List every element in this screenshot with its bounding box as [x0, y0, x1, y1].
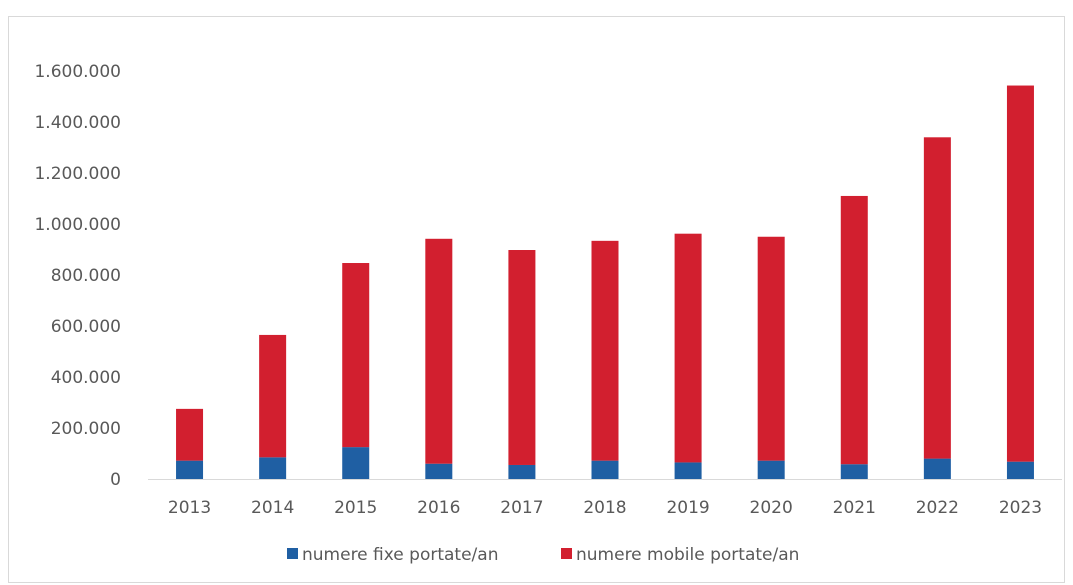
legend-label-mobile: numere mobile portate/an [576, 545, 799, 565]
y-tick-label: 1.600.000 [34, 62, 121, 82]
y-tick-label: 1.000.000 [34, 215, 121, 235]
y-tick-label: 400.000 [51, 368, 121, 388]
x-tick-label: 2016 [417, 498, 460, 518]
x-tick-label: 2023 [999, 498, 1042, 518]
bar-fixed-numbers [591, 460, 619, 479]
legend-swatch-fixed [287, 548, 298, 559]
x-tick-label: 2013 [168, 498, 211, 518]
x-axis-tick-labels: 2013 2014 2015 2016 2017 2018 2019 2020 2021 2022… [168, 498, 1042, 518]
x-tick-label: 2021 [833, 498, 876, 518]
bar-mobile-numbers [342, 263, 370, 448]
bar-fixed-numbers [674, 462, 702, 479]
bar-fixed-numbers [342, 447, 370, 479]
bar-fixed-numbers [757, 460, 785, 479]
bar-mobile-numbers [923, 137, 951, 459]
x-tick-label: 2022 [916, 498, 959, 518]
bar-mobile-numbers [425, 238, 453, 464]
legend: numere fixe portate/an numere mobile port… [287, 545, 799, 565]
x-tick-label: 2014 [251, 498, 294, 518]
bar-mobile-numbers [508, 250, 536, 465]
bar-fixed-numbers [840, 464, 868, 479]
y-tick-label: 200.000 [51, 419, 121, 439]
x-tick-label: 2019 [666, 498, 709, 518]
bars [176, 85, 1034, 479]
x-tick-label: 2018 [583, 498, 626, 518]
y-tick-label: 1.200.000 [34, 164, 121, 184]
bar-fixed-numbers [425, 463, 453, 479]
x-tick-label: 2017 [500, 498, 543, 518]
x-tick-label: 2015 [334, 498, 377, 518]
y-tick-label: 800.000 [51, 266, 121, 286]
legend-swatch-mobile [561, 548, 572, 559]
bar-mobile-numbers [591, 240, 619, 461]
bar-mobile-numbers [757, 236, 785, 461]
bar-fixed-numbers [508, 464, 536, 479]
bar-fixed-numbers [176, 460, 204, 479]
bar-mobile-numbers [1006, 85, 1034, 462]
bar-fixed-numbers [259, 457, 287, 479]
y-tick-label: 600.000 [51, 317, 121, 337]
bar-mobile-numbers [259, 334, 287, 458]
y-tick-label: 0 [110, 470, 121, 490]
chart-frame [8, 16, 1065, 583]
bar-mobile-numbers [176, 408, 204, 461]
y-tick-label: 1.400.000 [34, 113, 121, 133]
legend-label-fixed: numere fixe portate/an [302, 545, 498, 565]
x-tick-label: 2020 [750, 498, 793, 518]
bar-fixed-numbers [923, 458, 951, 479]
bar-mobile-numbers [840, 195, 868, 465]
bar-fixed-numbers [1006, 461, 1034, 479]
bar-mobile-numbers [674, 233, 702, 463]
y-axis-tick-labels: 0 200.000 400.000 600.000 800.000 1.000.000 1.… [34, 62, 121, 490]
